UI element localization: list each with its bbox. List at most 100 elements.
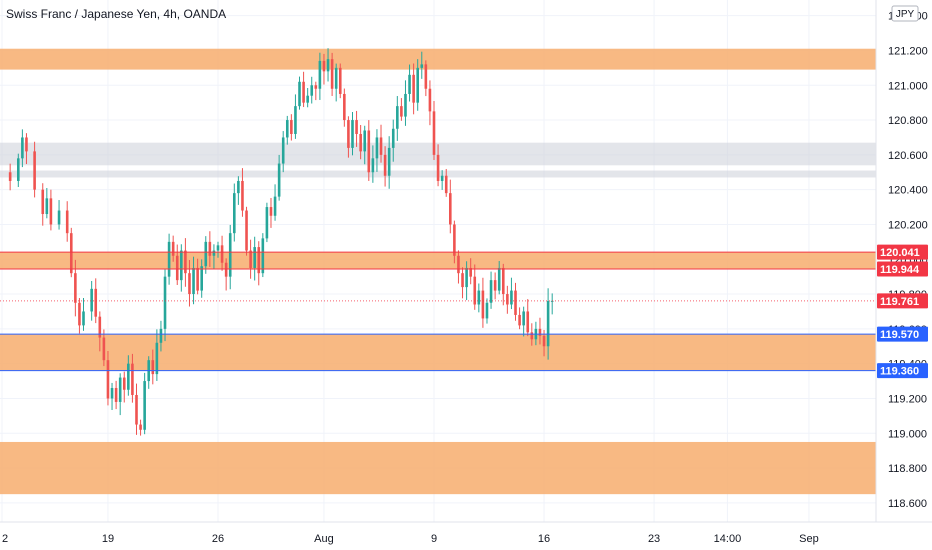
candle-body bbox=[135, 394, 138, 425]
candle-body bbox=[216, 245, 220, 251]
y-tick-label: 120.200 bbox=[888, 219, 928, 231]
candle-body bbox=[180, 250, 183, 281]
candle-body bbox=[21, 137, 24, 159]
candle-body bbox=[465, 267, 468, 288]
candle-body bbox=[477, 290, 481, 305]
candle-body bbox=[74, 273, 77, 303]
candle-body bbox=[261, 238, 265, 274]
candle-body bbox=[290, 120, 293, 134]
x-tick-label: 16 bbox=[538, 533, 550, 545]
candle-body bbox=[347, 120, 350, 148]
price-tag-label: 119.360 bbox=[880, 366, 919, 378]
price-tags: 120.041 119.944 119.761 119.570 119.360 bbox=[877, 244, 928, 379]
candle-body bbox=[396, 106, 399, 129]
candle-body bbox=[518, 314, 521, 326]
price-tag-label: 119.570 bbox=[880, 329, 919, 341]
candle-body bbox=[106, 360, 110, 399]
candle-body bbox=[334, 67, 338, 89]
candle-body bbox=[391, 128, 395, 148]
candle-body bbox=[461, 273, 464, 288]
candle-body bbox=[171, 241, 175, 256]
y-tick-label: 119.000 bbox=[888, 428, 927, 440]
candle-body bbox=[257, 247, 261, 274]
axis-layer bbox=[0, 0, 932, 523]
candle-body bbox=[269, 207, 273, 216]
y-tick-label: 120.600 bbox=[888, 150, 928, 162]
candle-body bbox=[379, 137, 383, 155]
candle-body bbox=[314, 85, 318, 89]
candle-body bbox=[416, 67, 419, 103]
candle-body bbox=[298, 81, 301, 107]
candle-body bbox=[367, 130, 371, 173]
candle-body bbox=[155, 342, 159, 375]
candle-body bbox=[420, 64, 424, 68]
candle-body bbox=[139, 424, 142, 430]
candle-body bbox=[8, 172, 12, 181]
candle-body bbox=[453, 224, 456, 256]
chart-title: Swiss Franc / Japanese Yen, 4h, OANDA bbox=[6, 7, 226, 21]
candle-body bbox=[45, 198, 49, 215]
price-tag-label: 119.944 bbox=[880, 264, 920, 276]
candle-body bbox=[285, 120, 289, 138]
candle-body bbox=[526, 311, 530, 333]
candle-body bbox=[163, 276, 167, 329]
candle-body bbox=[224, 262, 228, 277]
zone-5 bbox=[0, 441, 876, 495]
candle-body bbox=[522, 311, 525, 326]
candle-body bbox=[184, 250, 187, 274]
candle-body bbox=[493, 280, 497, 291]
x-tick-label: 26 bbox=[212, 533, 224, 545]
candle-body bbox=[196, 267, 199, 291]
candle-body bbox=[538, 328, 542, 336]
candle-body bbox=[65, 210, 69, 234]
x-tick-label: 2 bbox=[2, 533, 8, 545]
candle-body bbox=[233, 193, 236, 234]
candle-body bbox=[302, 81, 305, 103]
x-tick-label: 14:00 bbox=[714, 533, 742, 545]
price-tag-label: 119.761 bbox=[880, 296, 919, 308]
y-tick-label: 121.200 bbox=[888, 45, 928, 57]
candle-body bbox=[310, 85, 314, 96]
candle-body bbox=[412, 74, 415, 103]
x-tick-label: Sep bbox=[799, 533, 819, 545]
candle-body bbox=[387, 147, 391, 176]
candle-body bbox=[200, 266, 203, 291]
candle-body bbox=[424, 64, 428, 89]
x-tick-label: Aug bbox=[314, 533, 334, 545]
candle-body bbox=[265, 207, 269, 239]
candle-body bbox=[355, 120, 358, 134]
candle-body bbox=[151, 360, 155, 375]
candle-body bbox=[546, 301, 550, 347]
candle-body bbox=[208, 241, 212, 256]
candle-body bbox=[440, 175, 444, 181]
currency-badge-box bbox=[891, 5, 919, 22]
candle-body bbox=[69, 233, 73, 274]
price-tag-box bbox=[877, 363, 928, 379]
candle-body bbox=[241, 180, 244, 211]
candle-body bbox=[497, 267, 501, 291]
candle-body bbox=[122, 377, 126, 390]
candle-body bbox=[212, 250, 216, 256]
candle-body bbox=[408, 74, 411, 94]
candle-body bbox=[343, 93, 346, 121]
y-tick-labels: 121.400121.200121.000120.800120.600120.4… bbox=[888, 11, 928, 510]
candle-body bbox=[530, 332, 534, 340]
x-tick-label: 19 bbox=[102, 533, 114, 545]
candle-body bbox=[220, 245, 224, 263]
candle-body bbox=[143, 381, 146, 430]
candle-body bbox=[131, 363, 134, 395]
candle-body bbox=[175, 255, 179, 281]
candle-body bbox=[17, 158, 20, 181]
currency-badge[interactable]: JPY bbox=[891, 5, 919, 22]
candle-body bbox=[204, 241, 208, 267]
candle-body bbox=[49, 198, 53, 225]
candle-body bbox=[436, 154, 440, 181]
price-tag-box bbox=[877, 293, 928, 309]
candle-body bbox=[102, 337, 106, 361]
price-tag-label: 120.041 bbox=[880, 247, 920, 259]
candle-body bbox=[485, 302, 489, 319]
candle-body bbox=[371, 158, 375, 173]
zone-0 bbox=[0, 48, 876, 70]
